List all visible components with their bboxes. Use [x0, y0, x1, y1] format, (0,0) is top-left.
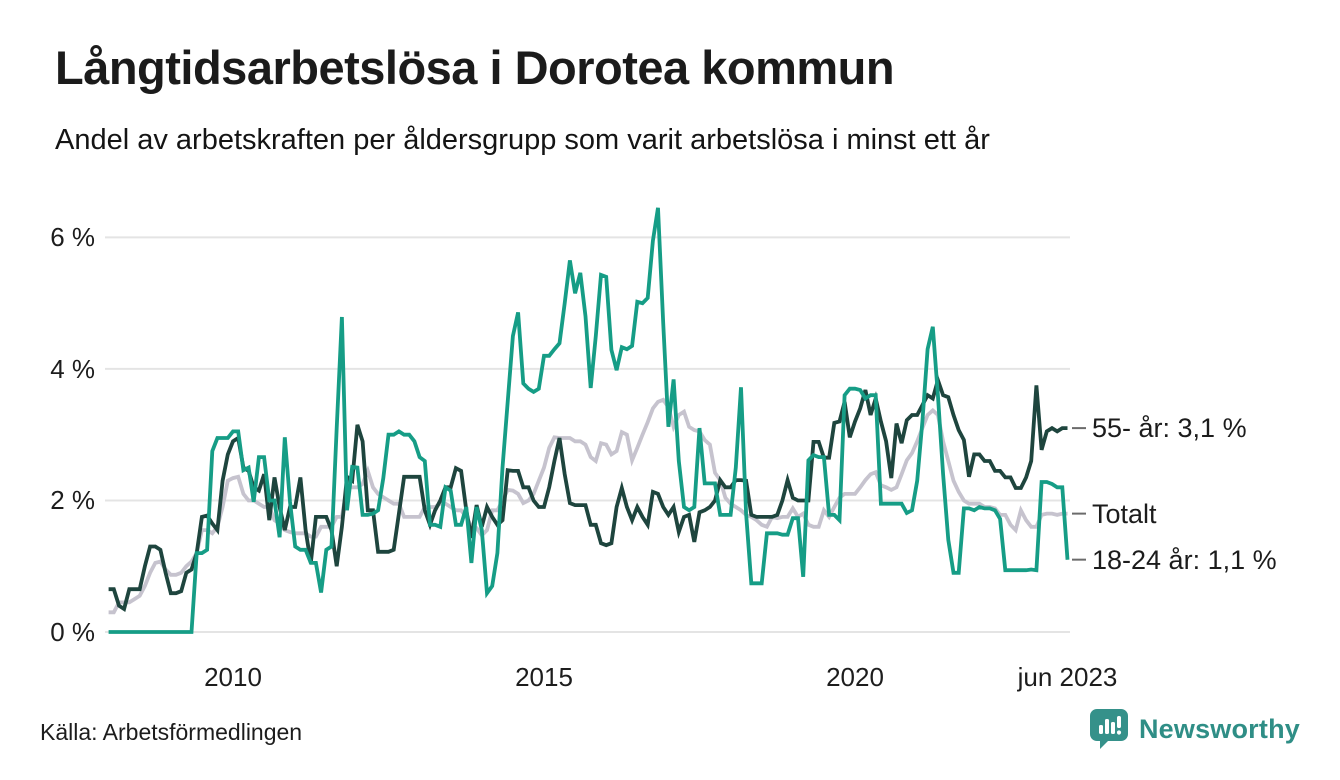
- newsworthy-logo-text: Newsworthy: [1138, 713, 1300, 744]
- logo-bar-1: [1098, 725, 1103, 734]
- page-subtitle: Andel av arbetskraften per åldersgrupp s…: [55, 124, 990, 156]
- y-axis-tick-2: 2 %: [50, 485, 95, 516]
- y-axis-tick-4: 4 %: [50, 353, 95, 384]
- series-end-label-Totalt: Totalt: [1092, 498, 1157, 529]
- series-line-Totalt: [108, 397, 1068, 615]
- series-line-18-24-r: [108, 207, 1070, 634]
- series-line-55-r: [108, 373, 1068, 613]
- x-axis-tick-2020: 2020: [826, 662, 884, 692]
- x-axis-tick-2010: 2010: [204, 662, 262, 692]
- source-note: Källa: Arbetsförmedlingen: [40, 719, 303, 745]
- logo-exclamation-dot: [1116, 730, 1122, 735]
- x-axis-tick-jun-2023: jun 2023: [1017, 662, 1118, 692]
- x-axis-tick-2015: 2015: [515, 662, 573, 692]
- logo-bar-3: [1110, 722, 1115, 734]
- logo-bar-2: [1104, 719, 1109, 734]
- page-title: Långtidsarbetslösa i Dorotea kommun: [55, 41, 895, 94]
- series-end-label-18-24-r: 18-24 år: 1,1 %: [1092, 544, 1277, 575]
- logo-exclamation-bar: [1116, 716, 1121, 728]
- y-axis-tick-6: 6 %: [50, 222, 95, 253]
- newsworthy-logo-icon: [1089, 709, 1128, 749]
- newsworthy-logo: Newsworthy: [1089, 708, 1300, 750]
- y-axis-tick-0: 0 %: [50, 617, 95, 647]
- series-end-label-55-r: 55- år: 3,1 %: [1092, 413, 1247, 444]
